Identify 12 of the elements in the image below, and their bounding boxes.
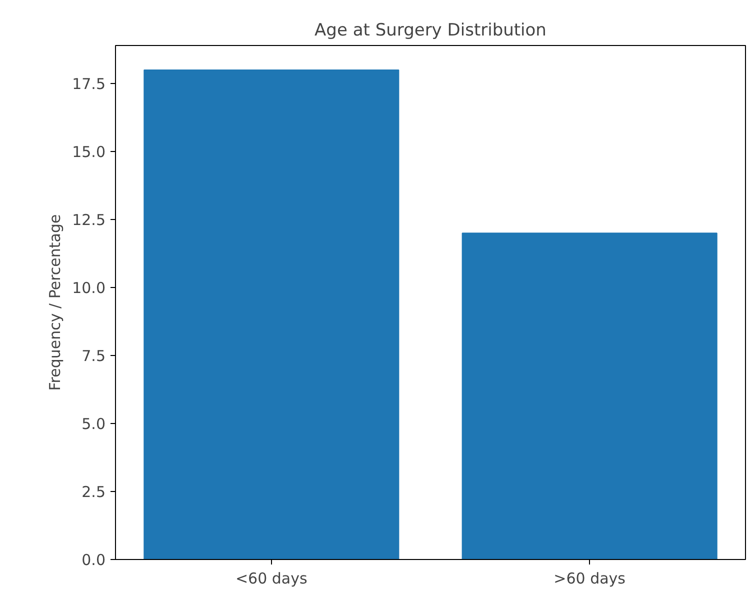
y-tick-label: 7.5 xyxy=(82,347,106,366)
y-tick-label: 2.5 xyxy=(82,483,106,502)
y-tick-label: 0.0 xyxy=(82,551,106,569)
y-tick-label: 12.5 xyxy=(72,211,106,230)
chart-title: Age at Surgery Distribution xyxy=(314,20,546,40)
y-tick-label: 5.0 xyxy=(82,415,106,434)
y-tick-label: 10.0 xyxy=(72,279,106,298)
x-tick-label: >60 days xyxy=(554,570,626,588)
y-tick-label: 17.5 xyxy=(72,75,106,94)
x-tick-label: <60 days xyxy=(235,570,308,588)
y-axis-title: Frequency / Percentage xyxy=(46,214,64,391)
y-tick-label: 15.0 xyxy=(72,143,106,162)
